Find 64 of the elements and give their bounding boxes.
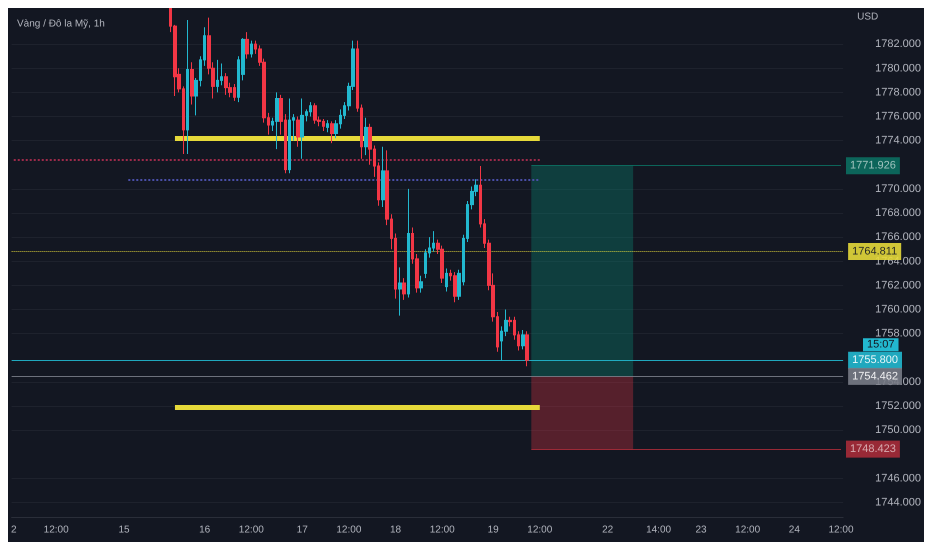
ref-line-label: 1755.800: [852, 354, 898, 366]
y-tick-label: 1774.000: [875, 134, 922, 147]
candlestick: [521, 330, 525, 350]
candlestick: [326, 120, 329, 133]
candlestick: [445, 268, 448, 292]
candlestick: [250, 40, 253, 58]
x-tick-label: 12:00: [527, 524, 553, 536]
ref-line-label: 1764.811: [852, 246, 898, 258]
x-tick-label: 12:00: [238, 524, 264, 536]
candlestick: [381, 146, 385, 208]
candlestick: [398, 266, 402, 316]
candlestick: [216, 59, 219, 93]
x-tick-label: 14:00: [646, 524, 672, 536]
x-tick-label: 18: [390, 524, 402, 536]
y-tick-label: 1760.000: [875, 304, 922, 316]
candlestick: [419, 275, 423, 294]
candlestick: [525, 330, 529, 367]
x-tick-label: 12:00: [336, 524, 362, 536]
y-tick-label: 1766.000: [875, 231, 922, 244]
candlestick: [313, 102, 317, 124]
band-label: 1771.926: [850, 160, 896, 172]
y-axis-title: USD: [857, 12, 878, 22]
candlestick: [364, 117, 368, 156]
candlestick: [300, 98, 304, 160]
x-tick-label: 12:00: [44, 524, 70, 536]
candlestick: [288, 98, 291, 174]
y-tick-label: 1776.000: [875, 110, 922, 123]
candlestick: [190, 62, 194, 105]
x-tick-label: 22: [602, 524, 614, 536]
y-tick-label: 1752.000: [875, 400, 922, 412]
x-tick-label: 19: [488, 524, 500, 536]
candlestick: [330, 120, 334, 144]
x-tick-label: 12:00: [430, 524, 456, 536]
candlestick: [224, 72, 228, 96]
candlestick: [275, 92, 279, 150]
y-tick-label: 1768.000: [875, 207, 922, 220]
x-tick-label: 2: [10, 524, 17, 536]
x-tick-label: 16: [199, 524, 211, 536]
y-tick-label: 1778.000: [875, 86, 922, 98]
candlestick: [245, 32, 249, 60]
y-tick-label: 1762.000: [875, 279, 922, 292]
y-tick-label: 1770.000: [875, 182, 922, 195]
y-tick-label: 1744.000: [875, 496, 922, 509]
candlestick: [186, 20, 189, 154]
y-tick-label: 1764.000: [875, 255, 922, 268]
candlestick: [309, 102, 312, 118]
candlestick: [402, 278, 406, 300]
y-tick-label: 1782.000: [875, 38, 922, 50]
candlestick: [407, 188, 410, 298]
x-tick-label: 17: [296, 524, 308, 536]
y-tick-label: 1746.000: [875, 472, 922, 484]
x-tick-label: 12:00: [735, 524, 761, 536]
y-tick-label: 1780.000: [875, 62, 922, 74]
text: Vàng / Đô la Mỹ, 1h: [17, 18, 105, 30]
y-tick-label: 1758.000: [875, 328, 922, 340]
x-tick-label: 23: [695, 524, 707, 536]
y-tick-label: 1750.000: [875, 424, 922, 436]
x-tick-label: 15: [118, 524, 130, 536]
text: 15:07: [867, 338, 895, 351]
x-tick-label: 24: [788, 524, 800, 536]
band-label: 1748.423: [850, 443, 896, 456]
x-tick-label: 12:00: [828, 524, 854, 536]
candlestick: [296, 116, 300, 148]
candlestick: [453, 272, 457, 303]
